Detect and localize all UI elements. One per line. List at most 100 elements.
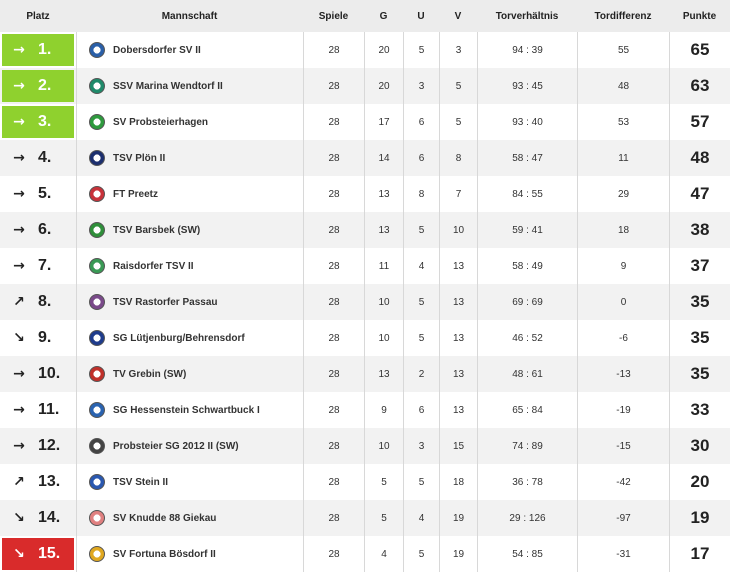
platz-cell: → 2.: [0, 68, 76, 104]
header-spiele[interactable]: Spiele: [318, 10, 349, 22]
header-mannschaft[interactable]: Mannschaft: [161, 10, 218, 22]
spiele-value: 28: [303, 356, 364, 392]
team-name-link[interactable]: TV Grebin (SW): [113, 368, 187, 380]
siege-value: 17: [364, 104, 403, 140]
unentschieden-value: 8: [403, 176, 439, 212]
rank-badge: ↘ 9.: [2, 322, 74, 354]
trend-arrow-icon: →: [13, 42, 25, 58]
team-name-link[interactable]: SV Fortuna Bösdorf II: [113, 548, 216, 560]
torverhaeltnis-value: 93 : 40: [477, 104, 577, 140]
unentschieden-value: 5: [403, 464, 439, 500]
club-crest-icon: [89, 510, 105, 526]
team-name-link[interactable]: TSV Plön II: [113, 152, 166, 164]
spiele-value: 28: [303, 392, 364, 428]
table-row[interactable]: → 5. FT Preetz 28 13 8 7 84 : 55 29 47: [0, 176, 730, 212]
spiele-value: 28: [303, 104, 364, 140]
team-name-link[interactable]: SG Lütjenburg/Behrensdorf: [113, 332, 245, 344]
table-row[interactable]: ↘ 9. SG Lütjenburg/Behrensdorf 28 10 5 13 46 : …: [0, 320, 730, 356]
niederlagen-value: 19: [439, 536, 477, 572]
siege-value: 20: [364, 68, 403, 104]
table-row[interactable]: → 4. TSV Plön II 28 14 6 8 58 : 47 11 48: [0, 140, 730, 176]
club-crest-icon: [89, 222, 105, 238]
platz-cell: → 10.: [0, 356, 76, 392]
tordifferenz-value: 48: [577, 68, 669, 104]
team-name-link[interactable]: TSV Rastorfer Passau: [113, 296, 218, 308]
tordifferenz-value: 0: [577, 284, 669, 320]
table-row[interactable]: → 10. TV Grebin (SW) 28 13 2 13 48 : 61 -13 35: [0, 356, 730, 392]
team-name-link[interactable]: SV Knudde 88 Giekau: [113, 512, 217, 524]
club-crest-icon: [89, 78, 105, 94]
table-row[interactable]: ↘ 15. SV Fortuna Bösdorf II 28 4 5 19 54 : 85 -3…: [0, 536, 730, 572]
team-name-link[interactable]: TSV Barsbek (SW): [113, 224, 201, 236]
trend-arrow-icon: →: [13, 150, 25, 166]
punkte-value: 19: [669, 500, 730, 536]
rank-badge: → 6.: [2, 214, 74, 246]
rank-badge: → 4.: [2, 142, 74, 174]
team-cell: TSV Barsbek (SW): [76, 212, 303, 248]
spiele-value: 28: [303, 32, 364, 68]
torverhaeltnis-value: 54 : 85: [477, 536, 577, 572]
table-row[interactable]: → 1. Dobersdorfer SV II 28 20 5 3 94 : 39 55 65: [0, 32, 730, 68]
platz-cell: → 12.: [0, 428, 76, 464]
unentschieden-value: 5: [403, 212, 439, 248]
trend-arrow-icon: ↗: [13, 474, 25, 490]
siege-value: 11: [364, 248, 403, 284]
niederlagen-value: 13: [439, 356, 477, 392]
trend-arrow-icon: →: [13, 78, 25, 94]
team-name-link[interactable]: SV Probsteierhagen: [113, 116, 209, 128]
team-name-link[interactable]: Dobersdorfer SV II: [113, 44, 201, 56]
header-punkte[interactable]: Punkte: [682, 10, 717, 22]
torverhaeltnis-value: 36 : 78: [477, 464, 577, 500]
spiele-value: 28: [303, 68, 364, 104]
table-row[interactable]: ↗ 13. TSV Stein II 28 5 5 18 36 : 78 -42 20: [0, 464, 730, 500]
team-cell: TV Grebin (SW): [76, 356, 303, 392]
spiele-value: 28: [303, 320, 364, 356]
header-torverhaeltnis[interactable]: Torverhältnis: [495, 10, 559, 22]
platz-cell: ↘ 9.: [0, 320, 76, 356]
table-row[interactable]: → 12. Probsteier SG 2012 II (SW) 28 10 3 15 74 …: [0, 428, 730, 464]
table-row[interactable]: → 7. Raisdorfer TSV II 28 11 4 13 58 : 49 9 37: [0, 248, 730, 284]
header-platz[interactable]: Platz: [26, 10, 50, 22]
torverhaeltnis-value: 58 : 47: [477, 140, 577, 176]
header-tordifferenz[interactable]: Tordifferenz: [594, 10, 652, 22]
table-row[interactable]: → 2. SSV Marina Wendtorf II 28 20 3 5 93 : 45 48…: [0, 68, 730, 104]
club-crest-icon: [89, 258, 105, 274]
tordifferenz-value: -97: [577, 500, 669, 536]
rank-number: 2.: [38, 77, 52, 94]
rank-number: 8.: [38, 293, 52, 310]
torverhaeltnis-value: 69 : 69: [477, 284, 577, 320]
club-crest-icon: [89, 474, 105, 490]
team-name-link[interactable]: Raisdorfer TSV II: [113, 260, 194, 272]
rank-number: 12.: [38, 437, 61, 454]
table-row[interactable]: → 3. SV Probsteierhagen 28 17 6 5 93 : 40 53 57: [0, 104, 730, 140]
table-row[interactable]: → 11. SG Hessenstein Schwartbuck I 28 9 6 13 65…: [0, 392, 730, 428]
team-name-link[interactable]: FT Preetz: [113, 188, 159, 200]
rank-badge: → 1.: [2, 34, 74, 66]
trend-arrow-icon: →: [13, 186, 25, 202]
niederlagen-value: 18: [439, 464, 477, 500]
rank-number: 6.: [38, 221, 52, 238]
tordifferenz-value: -42: [577, 464, 669, 500]
rank-badge: → 12.: [2, 430, 74, 462]
team-name-link[interactable]: SSV Marina Wendtorf II: [113, 80, 223, 92]
torverhaeltnis-value: 74 : 89: [477, 428, 577, 464]
platz-cell: → 7.: [0, 248, 76, 284]
siege-value: 13: [364, 356, 403, 392]
team-name-link[interactable]: Probsteier SG 2012 II (SW): [113, 440, 239, 452]
niederlagen-value: 13: [439, 248, 477, 284]
team-cell: SV Knudde 88 Giekau: [76, 500, 303, 536]
spiele-value: 28: [303, 176, 364, 212]
unentschieden-value: 3: [403, 68, 439, 104]
tordifferenz-value: 55: [577, 32, 669, 68]
punkte-value: 63: [669, 68, 730, 104]
table-row[interactable]: ↗ 8. TSV Rastorfer Passau 28 10 5 13 69 : 69 0 35: [0, 284, 730, 320]
team-name-link[interactable]: TSV Stein II: [113, 476, 169, 488]
header-v[interactable]: V: [454, 10, 462, 22]
table-row[interactable]: → 6. TSV Barsbek (SW) 28 13 5 10 59 : 41 18 38: [0, 212, 730, 248]
team-name-link[interactable]: SG Hessenstein Schwartbuck I: [113, 404, 260, 416]
tordifferenz-value: -13: [577, 356, 669, 392]
table-row[interactable]: ↘ 14. SV Knudde 88 Giekau 28 5 4 19 29 : 126 -97…: [0, 500, 730, 536]
header-u[interactable]: U: [417, 10, 425, 22]
header-g[interactable]: G: [379, 10, 388, 22]
rank-number: 1.: [38, 41, 52, 58]
